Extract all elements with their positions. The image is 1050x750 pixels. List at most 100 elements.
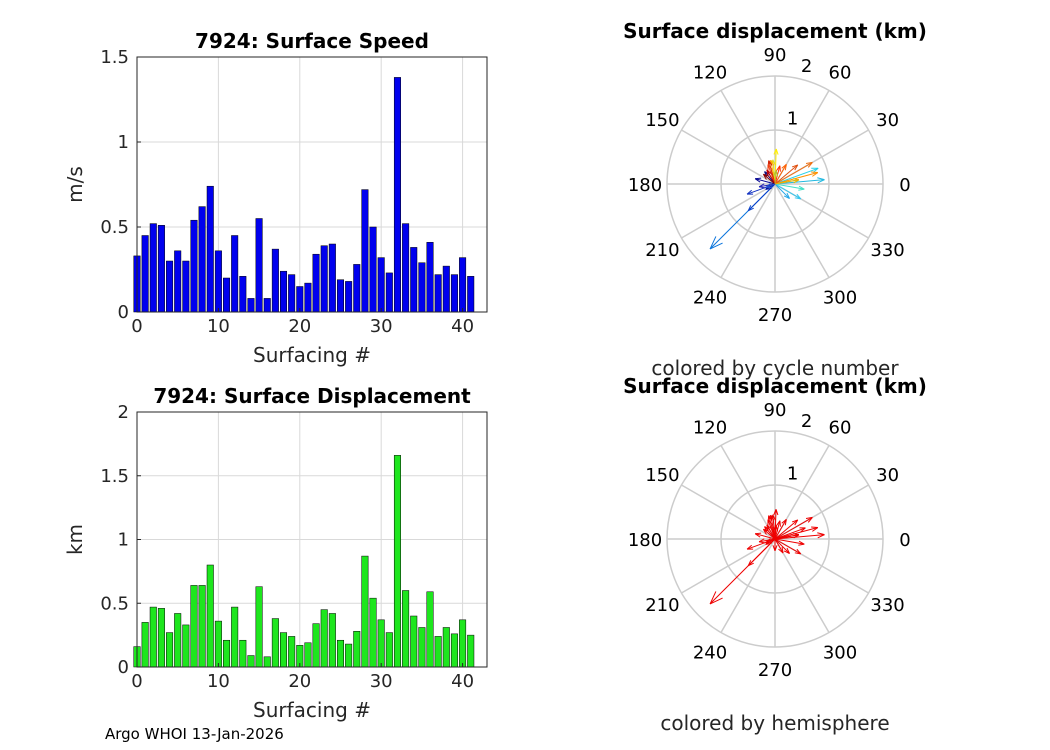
displacement-vector xyxy=(774,183,790,199)
bar xyxy=(402,590,410,668)
displacement-vector xyxy=(773,525,779,540)
bar xyxy=(239,276,247,313)
bar xyxy=(426,591,434,668)
vector-shaft xyxy=(774,519,787,540)
vector-shaft xyxy=(765,538,776,543)
angle-tick-label: 180 xyxy=(628,175,662,196)
bar xyxy=(345,281,353,313)
x-tick-label: 10 xyxy=(207,316,230,337)
bar xyxy=(312,623,320,668)
vector-head xyxy=(794,197,801,200)
vector-head xyxy=(773,148,777,155)
vector-head xyxy=(775,525,779,532)
surface-displacement-chart: 0 10 20 30 40 0 0.5 1 1.5 2 7924: Surface Displace… xyxy=(63,384,488,722)
bar xyxy=(157,608,165,668)
vector-head xyxy=(805,161,813,165)
vector-head xyxy=(766,524,769,531)
vector-head xyxy=(781,163,787,169)
vector-head xyxy=(817,177,825,181)
vector-shaft xyxy=(774,172,818,185)
vector-shaft xyxy=(767,519,776,540)
bar xyxy=(271,618,279,668)
y-tick-label: 1 xyxy=(118,132,129,153)
vector-shaft xyxy=(774,516,813,540)
bar xyxy=(336,279,344,313)
bar xyxy=(467,276,475,313)
vector-head xyxy=(786,192,790,199)
vector-head xyxy=(817,534,825,539)
bar xyxy=(190,219,198,313)
bar xyxy=(174,250,182,313)
vector-head xyxy=(792,178,800,181)
displacement-vector xyxy=(774,538,784,554)
vector-head xyxy=(800,527,806,533)
vector-shaft xyxy=(774,183,801,200)
radial-tick-label: 2 xyxy=(801,411,812,432)
vector-shaft xyxy=(774,538,790,554)
vector-shaft xyxy=(774,538,784,554)
vector-head xyxy=(763,528,770,532)
bar xyxy=(166,260,174,313)
vector-head xyxy=(768,515,773,521)
vector-shaft xyxy=(765,183,776,188)
vector-head xyxy=(781,547,784,554)
vector-head xyxy=(798,188,805,191)
angle-tick-label: 330 xyxy=(870,240,904,261)
bar xyxy=(377,619,385,668)
vector-shaft xyxy=(755,533,776,540)
bar xyxy=(304,642,312,668)
vector-head xyxy=(747,205,752,211)
bar xyxy=(393,455,401,668)
x-tick-label: 30 xyxy=(370,671,393,692)
vector-head xyxy=(767,519,773,525)
vector-head xyxy=(754,533,761,538)
vector-head xyxy=(773,525,777,532)
bar xyxy=(166,632,174,668)
vector-head xyxy=(778,548,784,554)
bar xyxy=(288,274,296,313)
displacement-vector xyxy=(762,173,776,185)
vector-shaft xyxy=(766,524,776,540)
y-tick-label: 1.5 xyxy=(100,47,129,68)
bar xyxy=(434,274,442,313)
vector-head xyxy=(776,165,781,171)
vector-head xyxy=(773,509,777,516)
bar xyxy=(328,613,336,668)
displacement-vector xyxy=(766,169,776,185)
plot-area xyxy=(137,57,487,312)
vector-head xyxy=(762,529,767,535)
vector-shaft xyxy=(774,538,801,555)
vector-head xyxy=(781,518,787,524)
polar-subtitle: colored by hemisphere xyxy=(660,711,889,735)
vector-head xyxy=(786,547,790,554)
radial-tick-label: 1 xyxy=(787,108,798,129)
vector-head xyxy=(709,591,717,605)
bar xyxy=(223,639,231,668)
bar xyxy=(231,235,239,313)
vector-shaft xyxy=(774,164,799,185)
bar xyxy=(206,185,214,313)
bar xyxy=(149,606,157,668)
x-tick-label: 40 xyxy=(451,671,474,692)
displacement-vector xyxy=(774,163,787,185)
vector-head xyxy=(784,164,787,171)
angle-tick-label: 60 xyxy=(829,417,852,438)
angle-tick-label: 90 xyxy=(764,400,787,421)
bar xyxy=(418,262,426,313)
axes-box xyxy=(136,56,488,313)
angle-tick-label: 210 xyxy=(645,240,679,261)
displacement-vector xyxy=(762,528,776,540)
displacement-vector xyxy=(772,539,778,552)
bar xyxy=(141,622,149,668)
vector-head xyxy=(746,189,753,195)
vector-head xyxy=(817,532,825,536)
surface-speed-chart: 0 10 20 30 40 0 0.5 1 1.5 7924: Surface Speed Surf… xyxy=(63,29,488,367)
vector-head xyxy=(758,538,765,543)
chart-title: 7924: Surface Speed xyxy=(195,29,429,53)
bar xyxy=(450,274,458,313)
vector-head xyxy=(783,550,790,554)
vector-shaft xyxy=(774,183,805,190)
displacement-vector xyxy=(754,532,776,540)
bar xyxy=(426,242,434,313)
vector-shaft xyxy=(774,534,800,540)
